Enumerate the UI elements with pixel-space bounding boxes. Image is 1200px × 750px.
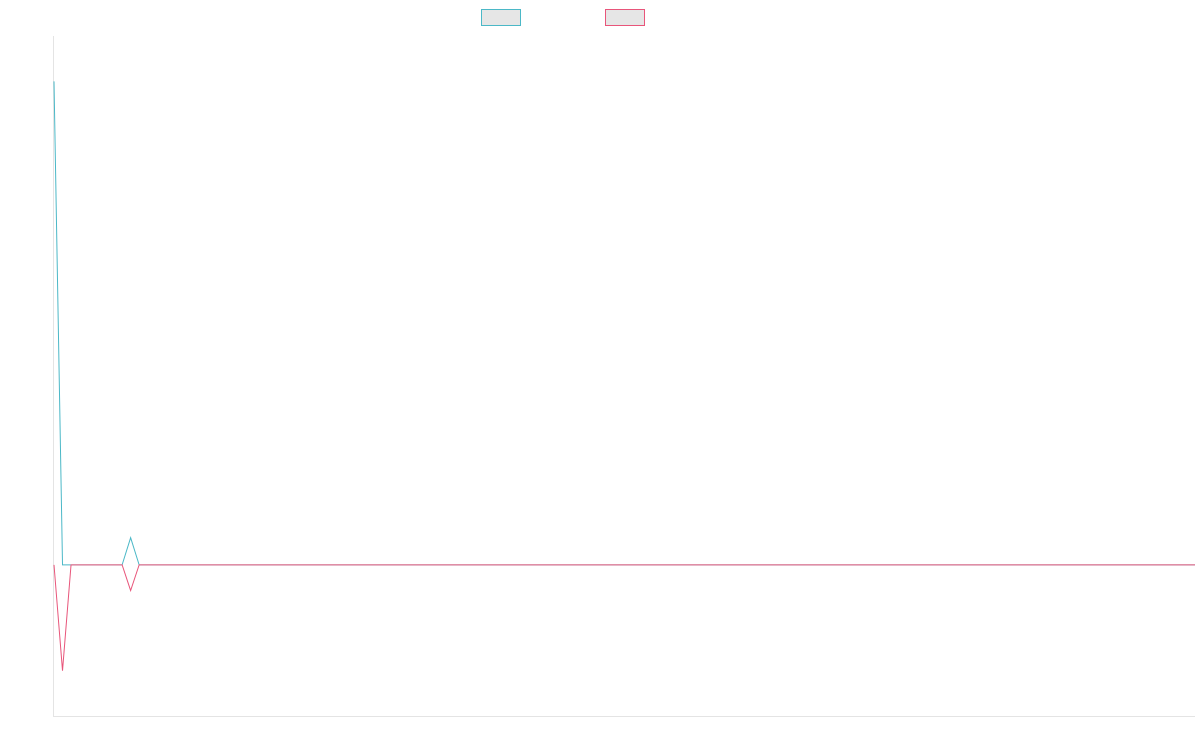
legend-swatch-2[interactable]: [605, 9, 645, 26]
legend: [481, 9, 645, 26]
series-line-1: [53, 81, 1195, 566]
legend-swatch-1[interactable]: [481, 9, 521, 26]
plot-area: [53, 81, 1195, 671]
series-line-2: [53, 564, 1195, 671]
axes: [53, 36, 1195, 717]
